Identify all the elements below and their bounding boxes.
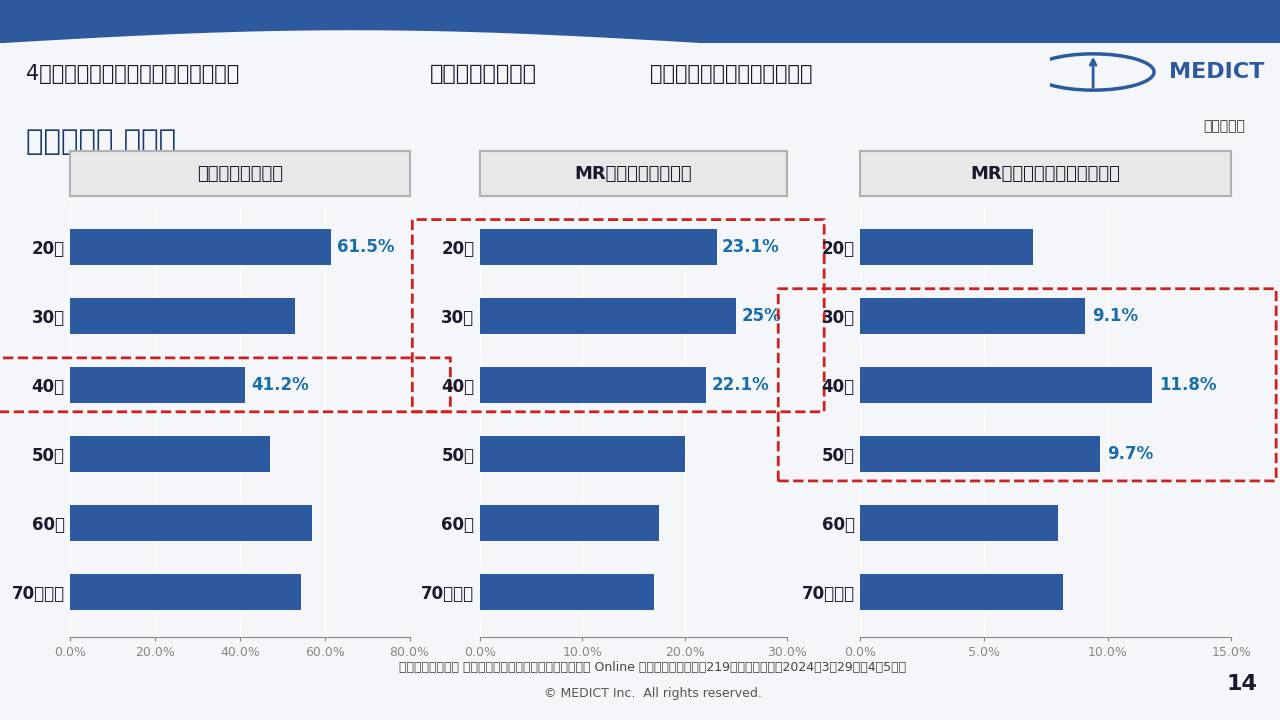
Text: 9.7%: 9.7% bbox=[1107, 445, 1153, 463]
Text: 9.1%: 9.1% bbox=[1092, 307, 1138, 325]
Bar bbox=[480, 505, 659, 541]
Text: 14: 14 bbox=[1226, 674, 1257, 694]
Text: MRとの面談（オンライン）: MRとの面談（オンライン） bbox=[970, 164, 1121, 182]
Bar bbox=[860, 436, 1101, 472]
Bar bbox=[70, 297, 296, 333]
Bar bbox=[860, 228, 1033, 264]
Bar bbox=[480, 367, 707, 402]
Text: 4月からの「医師の働き方改革」以降: 4月からの「医師の働き方改革」以降 bbox=[26, 64, 246, 84]
Text: 22.1%: 22.1% bbox=[712, 376, 769, 394]
Bar bbox=[860, 297, 1085, 333]
Text: 11.8%: 11.8% bbox=[1158, 376, 1216, 394]
Text: MEDICT: MEDICT bbox=[1170, 62, 1265, 82]
Bar bbox=[70, 575, 302, 611]
Bar bbox=[480, 228, 717, 264]
Bar bbox=[480, 436, 685, 472]
Bar bbox=[70, 436, 270, 472]
Bar bbox=[480, 575, 654, 611]
Text: 頻度が少なくなる: 頻度が少なくなる bbox=[430, 64, 536, 84]
Polygon shape bbox=[0, 0, 1280, 43]
Text: 回答者比率 年齢別: 回答者比率 年齢別 bbox=[26, 128, 175, 156]
Text: 複数回答可: 複数回答可 bbox=[1203, 119, 1244, 133]
Text: 41.2%: 41.2% bbox=[251, 376, 308, 394]
Bar bbox=[860, 505, 1059, 541]
Bar bbox=[860, 367, 1152, 402]
Text: 25%: 25% bbox=[741, 307, 781, 325]
Text: MRとの面談（対面）: MRとの面談（対面） bbox=[575, 164, 692, 182]
Text: 23.1%: 23.1% bbox=[722, 238, 780, 256]
Text: © MEDICT Inc.  All rights reserved.: © MEDICT Inc. All rights reserved. bbox=[544, 686, 762, 700]
Text: と思われるものは何ですか？: と思われるものは何ですか？ bbox=[650, 64, 813, 84]
Bar bbox=[860, 575, 1064, 611]
Bar bbox=[70, 505, 312, 541]
Text: 61.5%: 61.5% bbox=[337, 238, 394, 256]
Bar bbox=[480, 297, 736, 333]
Text: （メディクト独自 医師調査　調査対象：日経メディカル Online 医師会員　回答数：219件　調査期間：2024年3月29日～4月5日）: （メディクト独自 医師調査 調査対象：日経メディカル Online 医師会員 回… bbox=[399, 661, 906, 675]
Bar bbox=[70, 228, 332, 264]
Bar bbox=[70, 367, 244, 402]
Text: 現状と変わらない: 現状と変わらない bbox=[197, 164, 283, 182]
